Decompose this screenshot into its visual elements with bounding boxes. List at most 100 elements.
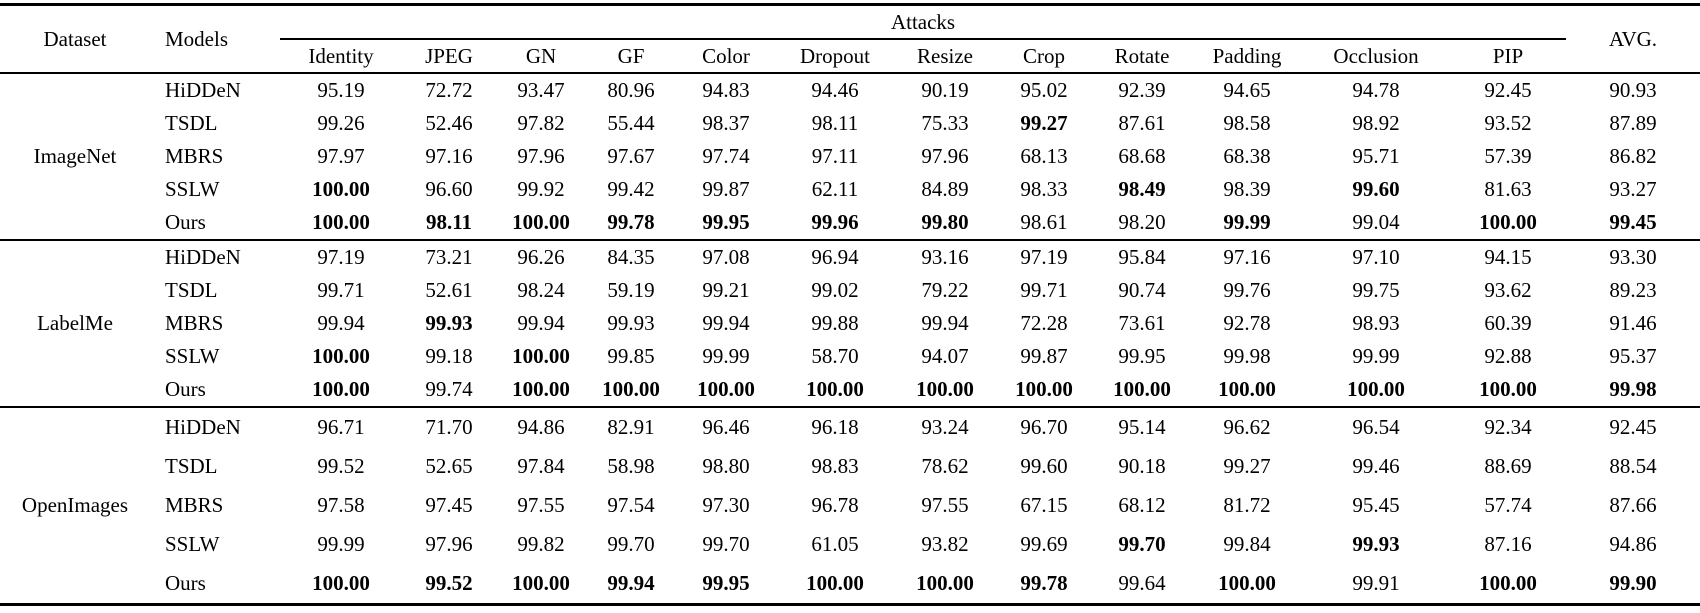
value-crop: 95.02 [1020,78,1068,102]
header-row-attacks: Identity JPEG GN GF Color Dropout Resize… [0,39,1700,73]
dataset-group-openimages: OpenImages HiDDeN 96.71 71.70 94.86 82.91 96.4… [0,407,1700,605]
value-resize: 75.33 [921,111,969,135]
value-gn: 99.92 [517,177,565,201]
value-gn: 100.00 [512,571,570,595]
value-identity: 99.26 [317,111,365,135]
value-identity: 100.00 [312,571,370,595]
value-color: 97.74 [702,144,750,168]
value-resize: 90.19 [921,78,969,102]
value-crop: 99.87 [1020,344,1068,368]
table-row: LabelMe HiDDeN 97.19 73.21 96.26 84.35 97.08 96… [0,240,1700,335]
value-padding: 81.72 [1223,493,1271,517]
col-header-dropout: Dropout [800,43,870,68]
value-resize: 93.16 [921,245,969,269]
table-row: TSDL 99.26 52.46 97.82 55.44 98.37 98.11 75.33 9… [0,107,1700,140]
value-rotate: 99.95 [1118,344,1166,368]
value-color: 100.00 [697,377,755,401]
value-color: 99.94 [702,311,750,335]
value-occlusion: 98.93 [1352,311,1400,335]
dataset-group-labelme: LabelMe HiDDeN 97.19 73.21 96.26 84.35 97.08 96… [0,240,1700,407]
value-crop: 99.71 [1020,278,1068,302]
value-color: 99.95 [702,571,750,595]
value-jpeg: 96.60 [425,177,473,201]
value-gf: 59.19 [607,278,655,302]
value-dropout: 99.88 [811,311,859,335]
value-padding: 96.62 [1223,415,1271,439]
value-color: 94.83 [702,78,750,102]
value-jpeg: 97.45 [425,493,473,517]
value-rotate: 98.49 [1118,177,1166,201]
value-gf: 99.70 [607,532,655,556]
value-jpeg: 99.52 [425,571,473,595]
table-row: ImageNet HiDDeN 95.19 72.72 93.47 80.96 94.83 9… [0,73,1700,168]
model-label: Ours [165,210,206,234]
table-header: Dataset Models Attacks AVG. Identity JPE… [0,4,1700,73]
value-gf: 97.67 [607,144,655,168]
value-identity: 97.58 [317,493,365,517]
model-label: Ours [165,571,206,595]
value-crop: 98.61 [1020,210,1068,234]
value-jpeg: 73.21 [425,245,473,269]
model-label: SSLW [165,177,220,201]
table-row: MBRS 99.94 99.93 99.94 99.93 99.94 99.88 99.94 7… [0,307,1700,340]
value-identity: 100.00 [312,177,370,201]
value-color: 99.21 [702,278,750,302]
value-gn: 99.94 [517,311,565,335]
model-label: HiDDeN [165,415,241,439]
value-padding: 99.99 [1223,210,1271,234]
value-identity: 99.52 [317,454,365,478]
value-color: 97.30 [702,493,750,517]
value-rotate: 68.12 [1118,493,1166,517]
value-padding: 100.00 [1218,377,1276,401]
value-dropout: 96.18 [811,415,859,439]
value-crop: 96.70 [1020,415,1068,439]
value-gn: 100.00 [512,377,570,401]
value-occlusion: 99.46 [1352,454,1400,478]
value-pip: 57.74 [1484,493,1532,517]
value-pip: 92.34 [1484,415,1532,439]
avg-value: 92.45 [1609,415,1657,439]
value-rotate: 87.61 [1118,111,1166,135]
value-identity: 96.71 [317,415,365,439]
model-label: MBRS [165,311,224,335]
value-jpeg: 99.74 [425,377,473,401]
value-jpeg: 99.93 [425,311,473,335]
table-row: OpenImages HiDDeN 96.71 71.70 94.86 82.91 96.4… [0,407,1700,517]
col-header-crop: Crop [1023,43,1065,68]
col-header-dataset: Dataset [43,26,107,51]
value-pip: 100.00 [1479,210,1537,234]
value-jpeg: 99.18 [425,344,473,368]
value-gn: 97.82 [517,111,565,135]
value-dropout: 61.05 [811,532,859,556]
value-rotate: 90.74 [1118,278,1166,302]
avg-value: 87.89 [1609,111,1657,135]
avg-value: 94.86 [1609,532,1657,556]
col-header-jpeg: JPEG [425,43,473,68]
model-label: Ours [165,377,206,401]
col-header-resize: Resize [917,43,973,68]
value-jpeg: 97.96 [425,532,473,556]
value-crop: 67.15 [1020,493,1068,517]
value-gf: 99.93 [607,311,655,335]
table-row: Ours 100.00 99.74 100.00 100.00 100.00 100.00 1… [0,373,1700,407]
value-occlusion: 97.10 [1352,245,1400,269]
value-padding: 97.16 [1223,245,1271,269]
value-resize: 99.94 [921,311,969,335]
value-padding: 98.58 [1223,111,1271,135]
value-resize: 78.62 [921,454,969,478]
value-identity: 97.97 [317,144,365,168]
value-gf: 99.94 [607,571,655,595]
value-gn: 100.00 [512,210,570,234]
table-row: Ours 100.00 98.11 100.00 99.78 99.95 99.96 99.8… [0,206,1700,240]
value-resize: 93.24 [921,415,969,439]
avg-value: 91.46 [1609,311,1657,335]
value-crop: 72.28 [1020,311,1068,335]
header-row-group: Dataset Models Attacks AVG. [0,4,1700,51]
value-pip: 81.63 [1484,177,1532,201]
col-header-avg: AVG. [1609,26,1658,51]
avg-value: 86.82 [1609,144,1657,168]
value-dropout: 98.83 [811,454,859,478]
value-dropout: 98.11 [811,111,859,135]
table-row: SSLW 100.00 96.60 99.92 99.42 99.87 62.11 84.89… [0,173,1700,206]
value-dropout: 99.96 [811,210,859,234]
